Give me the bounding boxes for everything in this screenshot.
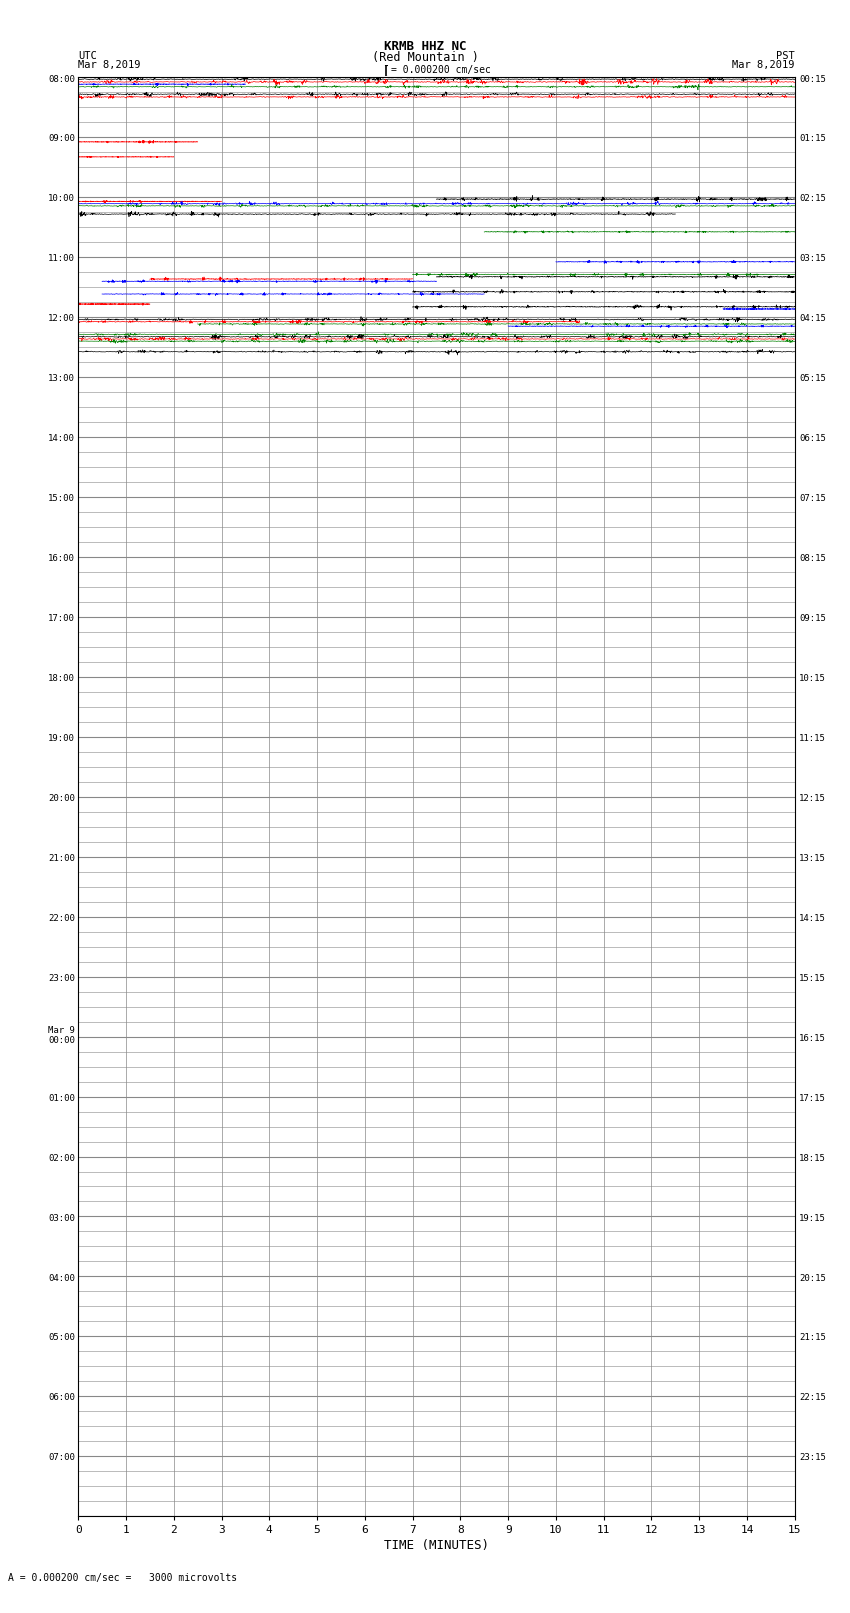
Text: 07:15: 07:15 xyxy=(799,494,826,503)
Text: 06:15: 06:15 xyxy=(799,434,826,444)
Text: 18:00: 18:00 xyxy=(48,674,75,682)
Text: Mar 8,2019: Mar 8,2019 xyxy=(732,60,795,71)
X-axis label: TIME (MINUTES): TIME (MINUTES) xyxy=(384,1539,489,1552)
Text: A = 0.000200 cm/sec =   3000 microvolts: A = 0.000200 cm/sec = 3000 microvolts xyxy=(8,1573,238,1582)
Text: 04:00: 04:00 xyxy=(48,1274,75,1282)
Text: 02:15: 02:15 xyxy=(799,195,826,203)
Text: 16:00: 16:00 xyxy=(48,555,75,563)
Text: 01:15: 01:15 xyxy=(799,134,826,144)
Text: 16:15: 16:15 xyxy=(799,1034,826,1042)
Text: UTC: UTC xyxy=(78,50,97,61)
Text: 14:00: 14:00 xyxy=(48,434,75,444)
Text: 17:00: 17:00 xyxy=(48,615,75,623)
Text: 08:15: 08:15 xyxy=(799,555,826,563)
Text: 05:15: 05:15 xyxy=(799,374,826,384)
Text: 23:15: 23:15 xyxy=(799,1453,826,1463)
Text: 00:00: 00:00 xyxy=(48,1036,75,1045)
Text: 02:00: 02:00 xyxy=(48,1153,75,1163)
Text: 07:00: 07:00 xyxy=(48,1453,75,1463)
Text: (Red Mountain ): (Red Mountain ) xyxy=(371,50,479,65)
Text: KRMB HHZ NC: KRMB HHZ NC xyxy=(383,39,467,53)
Text: 09:00: 09:00 xyxy=(48,134,75,144)
Text: 22:15: 22:15 xyxy=(799,1394,826,1402)
Text: 21:00: 21:00 xyxy=(48,853,75,863)
Text: 22:00: 22:00 xyxy=(48,915,75,923)
Text: 15:15: 15:15 xyxy=(799,974,826,982)
Text: PST: PST xyxy=(776,50,795,61)
Text: 12:15: 12:15 xyxy=(799,794,826,803)
Text: 15:00: 15:00 xyxy=(48,494,75,503)
Text: 01:00: 01:00 xyxy=(48,1094,75,1103)
Text: Mar 9: Mar 9 xyxy=(48,1026,75,1036)
Text: 21:15: 21:15 xyxy=(799,1334,826,1342)
Text: 10:00: 10:00 xyxy=(48,195,75,203)
Text: 05:00: 05:00 xyxy=(48,1334,75,1342)
Text: 19:15: 19:15 xyxy=(799,1213,826,1223)
Text: 20:15: 20:15 xyxy=(799,1274,826,1282)
Text: 20:00: 20:00 xyxy=(48,794,75,803)
Text: 03:00: 03:00 xyxy=(48,1213,75,1223)
Text: 18:15: 18:15 xyxy=(799,1153,826,1163)
Text: Mar 8,2019: Mar 8,2019 xyxy=(78,60,141,71)
Text: = 0.000200 cm/sec: = 0.000200 cm/sec xyxy=(391,65,490,76)
Text: 23:00: 23:00 xyxy=(48,974,75,982)
Text: 10:15: 10:15 xyxy=(799,674,826,682)
Text: 09:15: 09:15 xyxy=(799,615,826,623)
Text: 13:00: 13:00 xyxy=(48,374,75,384)
Text: 11:15: 11:15 xyxy=(799,734,826,744)
Text: 14:15: 14:15 xyxy=(799,915,826,923)
Text: 06:00: 06:00 xyxy=(48,1394,75,1402)
Text: 04:15: 04:15 xyxy=(799,315,826,323)
Text: 12:00: 12:00 xyxy=(48,315,75,323)
Text: 03:15: 03:15 xyxy=(799,255,826,263)
Text: 19:00: 19:00 xyxy=(48,734,75,744)
Text: 13:15: 13:15 xyxy=(799,853,826,863)
Text: 00:15: 00:15 xyxy=(799,74,826,84)
Text: 17:15: 17:15 xyxy=(799,1094,826,1103)
Text: 11:00: 11:00 xyxy=(48,255,75,263)
Text: 08:00: 08:00 xyxy=(48,74,75,84)
